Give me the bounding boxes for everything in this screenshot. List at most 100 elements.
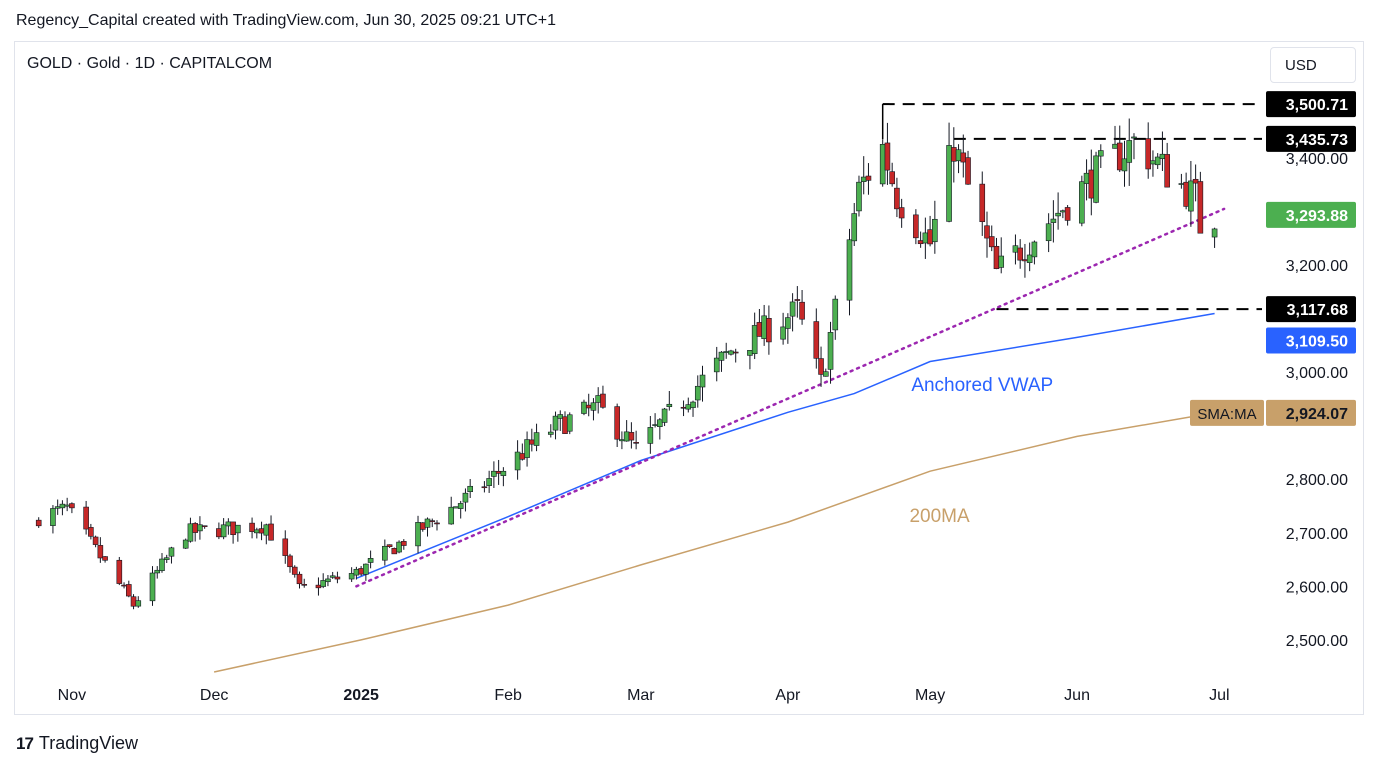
footer-brand[interactable]: 17 TradingView [16,733,138,754]
candle-body [348,573,355,580]
candle-body [694,385,701,401]
candle-body [249,522,255,532]
candle-body [396,541,402,553]
candle-body [984,225,990,239]
candle-body [1064,207,1071,221]
x-tick-label: Feb [494,687,522,704]
candle-body [1150,160,1156,165]
candle-body [1164,154,1170,188]
candle-body [827,332,834,370]
candle-body [1197,181,1204,234]
candle-body [35,519,42,527]
candle-body [182,539,189,549]
candle-body [97,545,104,559]
candle-body [149,572,156,602]
candle-body [1145,138,1152,170]
price-tag-label: 3,293.88 [1286,208,1348,225]
price-tag-box [1266,296,1356,323]
candle-body [1178,183,1185,185]
candle-body [353,568,360,576]
candle-body [1031,241,1038,258]
candle-body [400,541,407,546]
candle-body [732,351,739,354]
candle-body [187,523,194,542]
candle-body [268,523,274,541]
candle-body [993,245,1000,270]
candle-body [799,301,805,320]
candle-body [220,524,227,538]
sma-prefix-box [1190,399,1264,426]
price-tag-box [1266,327,1356,354]
candle-body [951,147,957,162]
price-tag-box [1266,91,1356,118]
candle-body [1121,158,1128,172]
candle-body [282,538,289,556]
candle-body [434,522,440,525]
candle-body [846,239,853,301]
x-tick-label: Mar [627,687,655,704]
candle-body [965,157,971,185]
candle-body [59,503,66,509]
candle-body [680,406,687,409]
candle-body [614,406,620,440]
candle-body [453,506,459,509]
candle-body [197,524,203,532]
x-tick-label: 2025 [343,687,379,704]
candle-body [192,523,198,533]
candle-body [1022,259,1028,262]
candle-body [761,315,767,339]
currency-button[interactable]: USD [1270,47,1356,83]
x-tick-label: May [915,687,945,704]
candle-body [524,439,530,458]
price-tag-box [1266,125,1356,152]
candle-body [329,575,336,578]
candle-body [448,506,455,525]
y-tick-label: 2,700.00 [1286,526,1348,543]
candle-body [1060,210,1066,213]
candle-body [533,432,540,446]
candle-body [1126,140,1133,163]
candle-body [382,545,388,561]
candle-body [585,404,592,409]
candle-body [922,232,929,244]
candle-body [685,404,692,410]
candle-body [1188,180,1194,212]
candle-body [291,566,298,575]
candle-body [652,424,658,426]
candle-body [1211,228,1218,238]
tradingview-logo-icon: 17 [16,733,34,753]
candle-body [1012,245,1019,253]
candle-body [865,175,872,181]
candle-body [960,152,967,163]
symbol-legend[interactable]: GOLD · Gold · 1D · CAPITALCOM [27,55,273,72]
candle-body [595,395,601,403]
y-tick-label: 3,200.00 [1286,258,1348,275]
candle-body [566,414,573,432]
candle-body [88,527,94,537]
x-tick-label: Apr [775,687,801,704]
candle-body [168,547,175,557]
candle-body [1079,181,1085,224]
y-tick-label: 2,500.00 [1286,633,1348,650]
candle-body [1097,150,1104,157]
anchored-vwap-line [356,312,1215,579]
candle-body [1088,169,1095,199]
candle-body [562,416,568,434]
candle-body [391,547,398,555]
candle-body [889,171,895,185]
candle-body [547,431,554,435]
candle-body [514,451,521,471]
candle-body [495,470,502,474]
y-tick-label: 3,400.00 [1286,151,1348,168]
candle-body [367,558,374,563]
candle-body [1055,212,1061,217]
candle-body [130,596,137,607]
candle-body [254,529,260,534]
vwap-path [356,312,1215,579]
candle-body [1159,153,1166,159]
candle-body [927,229,933,245]
candle-body [102,556,108,561]
candle-body [789,301,796,317]
chart-frame [14,41,1364,715]
